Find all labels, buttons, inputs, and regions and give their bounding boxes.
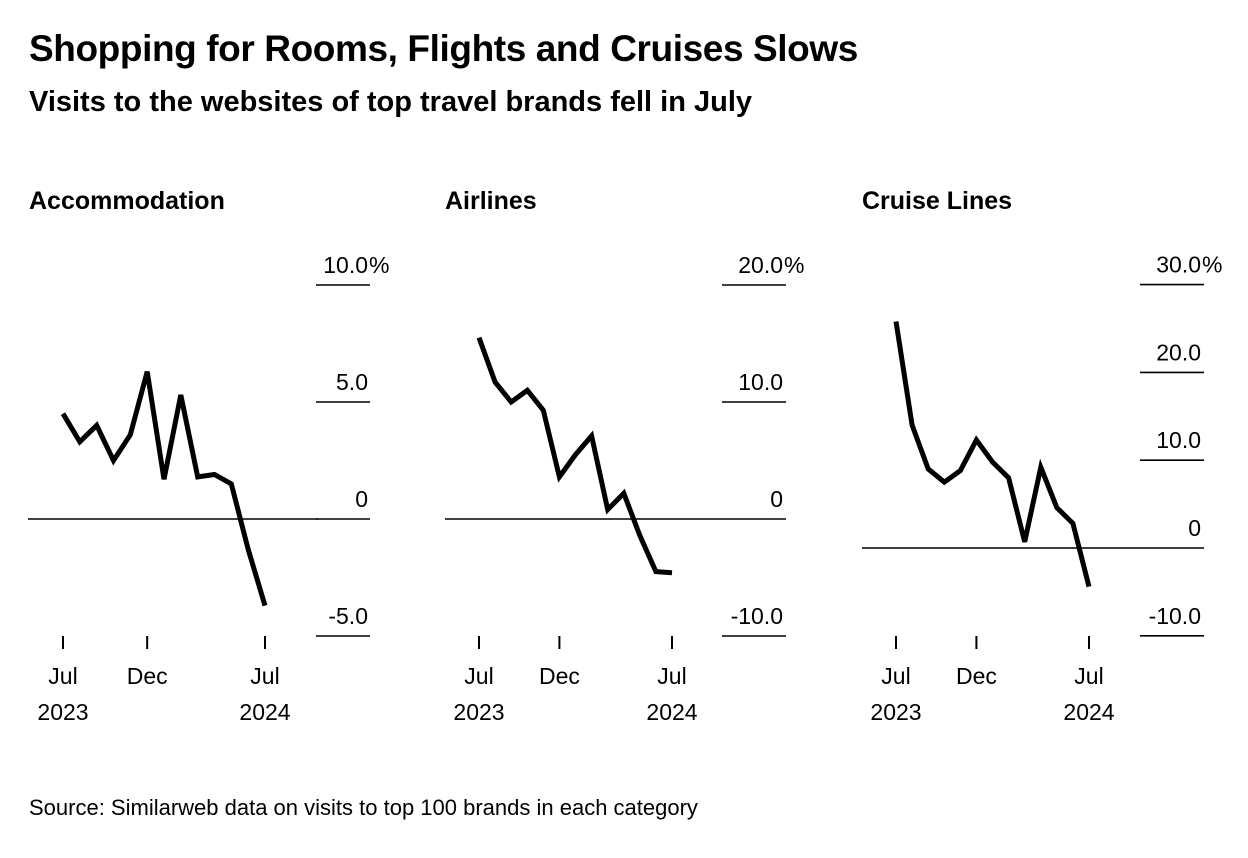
- x-tick-label: Jul: [250, 663, 279, 689]
- x-tick-year-label: 2024: [239, 699, 290, 725]
- x-tick-label: Jul: [464, 663, 493, 689]
- y-tick-label: 20.0: [1156, 339, 1201, 365]
- panel-title: Accommodation: [29, 187, 225, 215]
- y-tick-label: 10.0: [1156, 427, 1201, 453]
- x-tick-label: Dec: [956, 663, 997, 689]
- y-tick-label: 0: [770, 486, 783, 512]
- y-tick-label: -10.0: [731, 603, 783, 629]
- x-tick-year-label: 2023: [870, 699, 921, 725]
- y-tick-label: 30.0: [1156, 252, 1201, 278]
- panel-title: Cruise Lines: [862, 187, 1012, 215]
- x-tick-label: Jul: [657, 663, 686, 689]
- series-line: [60, 370, 268, 607]
- x-tick-year-label: 2024: [1063, 699, 1114, 725]
- x-tick-label: Dec: [127, 663, 168, 689]
- y-tick-label: 0: [1188, 515, 1201, 541]
- panel-title: Airlines: [445, 187, 537, 215]
- y-tick-label: 5.0: [336, 369, 368, 395]
- series-line: [476, 336, 673, 576]
- chart-title: Shopping for Rooms, Flights and Cruises …: [29, 28, 858, 69]
- panel-accommodation: Accommodation 10.0 % 5.0 0 -5.0 Jul 2023 Dec Jul 2…: [28, 187, 389, 725]
- chart-subtitle: Visits to the websites of top travel bra…: [29, 86, 753, 118]
- x-tick-label: Jul: [1074, 663, 1103, 689]
- y-tick-label: 20.0: [738, 252, 783, 278]
- y-tick-label: 10.0: [738, 369, 783, 395]
- panel-airlines: Airlines 20.0 % 10.0 0 -10.0 Jul 2023 Dec Jul 2024: [445, 187, 804, 725]
- y-tick-label: -5.0: [328, 603, 368, 629]
- x-tick-label: Dec: [539, 663, 580, 689]
- x-tick-year-label: 2024: [646, 699, 697, 725]
- series-line: [893, 321, 1092, 588]
- panel-cruise-lines: Cruise Lines 30.0 % 20.0 10.0 0 -10.0 Jul 2023 De…: [862, 187, 1222, 725]
- x-tick-label: Jul: [881, 663, 910, 689]
- y-unit-label: %: [1202, 252, 1222, 278]
- y-unit-label: %: [369, 252, 389, 278]
- x-tick-year-label: 2023: [453, 699, 504, 725]
- y-tick-label: -10.0: [1149, 603, 1201, 629]
- y-unit-label: %: [784, 252, 804, 278]
- source-note: Source: Similarweb data on visits to top…: [29, 795, 698, 820]
- y-tick-label: 10.0: [323, 252, 368, 278]
- x-tick-year-label: 2023: [37, 699, 88, 725]
- y-tick-label: 0: [355, 486, 368, 512]
- x-tick-label: Jul: [48, 663, 77, 689]
